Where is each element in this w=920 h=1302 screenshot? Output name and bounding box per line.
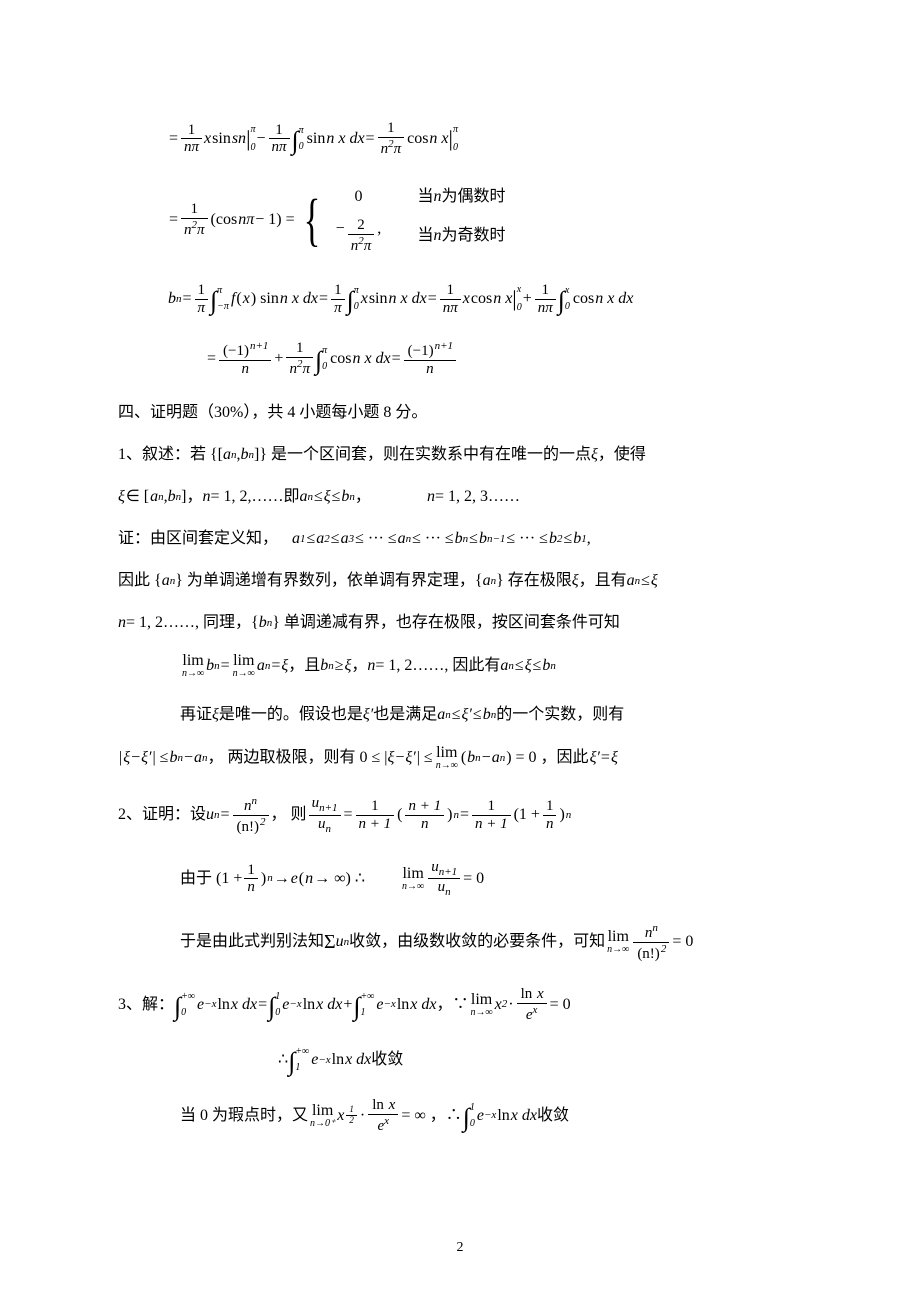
- p1-line7: 再证 ξ 是唯一的。假设也是 ξ′ 也是满足 an ≤ ξ′ ≤ bn 的一个实…: [118, 703, 802, 727]
- p3-line2: ∴ ∫+∞1 e−x ln x dx 收敛: [118, 1047, 802, 1073]
- equation-3: bn = 1π ∫π−π f(x) sin n x dx = 1π ∫π0 x …: [118, 282, 802, 316]
- page-number: 2: [0, 1237, 920, 1258]
- p1-line2: ξ ∈ [ an, bn ]， n = 1, 2,……即 an ≤ ξ ≤ bn…: [118, 485, 802, 509]
- limit-icon: limn→∞: [182, 653, 204, 679]
- p1-line8: | ξ − ξ′ | ≤ bn − an ， 两边取极限，则有 0 ≤ | ξ …: [118, 745, 802, 771]
- p3-line1: 3、解： ∫+∞0 e−x ln x dx = ∫10 e−x ln x dx …: [118, 986, 802, 1023]
- p2-line2: 由于 (1 + 1n )n → e (n → ∞) ∴ limn→∞ un+1u…: [118, 859, 802, 898]
- p1-line1: 1、叙述：若 {[ an, bn ]} 是一个区间套，则在实数系中有在唯一的一点…: [118, 443, 802, 467]
- section-heading: 四、证明题（30%），共 4 小题每小题 8 分。: [118, 401, 802, 425]
- p2-line3: 于是由此式判别法知 Σun 收敛，由级数收敛的必要条件，可知 limn→∞ nn…: [118, 922, 802, 962]
- p1-line6: limn→∞ bn = limn→∞ an = ξ ，且 bn ≥ ξ ， n …: [118, 653, 802, 679]
- equation-1: = 1 nπ x sin sn | π0 − 1 nπ ∫ π0 sin n x…: [118, 120, 802, 157]
- p2-line1: 2、证明：设 un = nn(n!)2 ， 则 un+1un = 1n + 1 …: [118, 795, 802, 835]
- p1-line5: n = 1, 2……, 同理，{bn} 单调递减有界，也存在极限，按区间套条件可…: [118, 611, 802, 635]
- sum-icon: Σ: [324, 927, 336, 957]
- p1-line3: 证：由区间套定义知， a1 ≤ a2 ≤ a3 ≤ ··· ≤ an ≤ ···…: [118, 527, 802, 551]
- eq: =: [168, 127, 179, 151]
- frac: 1 nπ: [181, 122, 202, 156]
- equation-2: = 1 n2π (cos nπ − 1) = { 0 当n为偶数时 − 2 n2…: [118, 181, 802, 258]
- brace-icon: {: [303, 191, 320, 249]
- p1-line4: 因此 {an } 为单调递增有界数列，依单调有界定理，{an } 存在极限 ξ …: [118, 569, 802, 593]
- equation-4: = (−1)n+1n + 1 n2π ∫π0 cos n x dx = (−1)…: [118, 340, 802, 377]
- p3-line3: 当 0 为瑕点时，又 limn→0⁺ x12 · ln xex = ∞ ，∴ ∫…: [118, 1097, 802, 1134]
- page: = 1 nπ x sin sn | π0 − 1 nπ ∫ π0 sin n x…: [0, 0, 920, 1302]
- piecewise: 0 当n为偶数时 − 2 n2π, 当n为奇数时: [319, 181, 505, 258]
